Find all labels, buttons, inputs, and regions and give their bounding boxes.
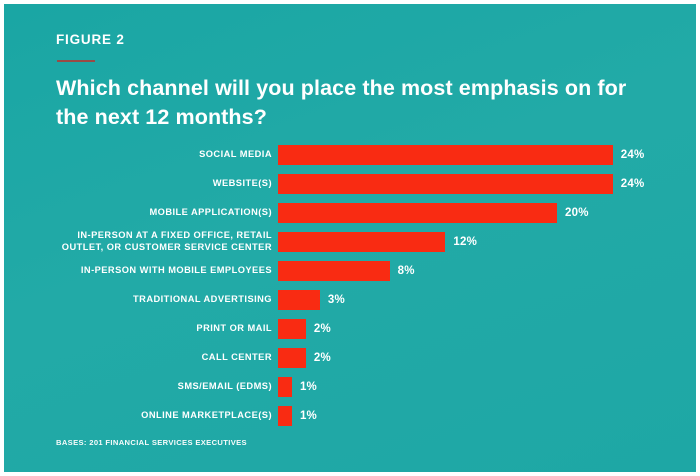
bar bbox=[278, 289, 320, 310]
bar-category-label: ONLINE MARKETPLACE(S) bbox=[141, 409, 272, 420]
bar bbox=[278, 405, 292, 426]
bar-track: 3% bbox=[278, 285, 696, 314]
bar-track: 2% bbox=[278, 343, 696, 372]
figure-rule-divider bbox=[57, 60, 95, 62]
bar-value-label: 24% bbox=[620, 148, 645, 161]
bar bbox=[278, 173, 613, 194]
bar-category-label: TRADITIONAL ADVERTISING bbox=[133, 293, 272, 304]
bar-category-label: SMS/EMAIL (EDMS) bbox=[177, 380, 272, 391]
bar bbox=[278, 202, 557, 223]
bar bbox=[278, 231, 446, 252]
chart-row: WEBSITE(S) 24% bbox=[4, 169, 696, 198]
bar-value-label: 24% bbox=[620, 177, 645, 190]
chart-row: SMS/EMAIL (EDMS) 1% bbox=[4, 372, 696, 401]
chart-row: MOBILE APPLICATION(S) 20% bbox=[4, 198, 696, 227]
chart-row: CALL CENTER 2% bbox=[4, 343, 696, 372]
bar-category-label: WEBSITE(S) bbox=[212, 177, 272, 188]
chart-row: TRADITIONAL ADVERTISING 3% bbox=[4, 285, 696, 314]
bar bbox=[278, 260, 390, 281]
bar-value-label: 2% bbox=[313, 322, 331, 335]
bar-track: 1% bbox=[278, 372, 696, 401]
bar-category-label: IN-PERSON WITH MOBILE EMPLOYEES bbox=[80, 264, 272, 275]
bar bbox=[278, 376, 292, 397]
chart-canvas: FIGURE 2 Which channel will you place th… bbox=[4, 4, 696, 472]
bar bbox=[278, 144, 613, 165]
chart-row: SOCIAL MEDIA 24% bbox=[4, 140, 696, 169]
bar-value-label: 3% bbox=[327, 293, 345, 306]
chart-row: IN-PERSON WITH MOBILE EMPLOYEES 8% bbox=[4, 256, 696, 285]
chart-source-note: BASES: 201 FINANCIAL SERVICES EXECUTIVES bbox=[56, 438, 247, 447]
bar-track: 2% bbox=[278, 314, 696, 343]
chart-row: ONLINE MARKETPLACE(S) 1% bbox=[4, 401, 696, 430]
bar-value-label: 20% bbox=[565, 206, 589, 219]
bar bbox=[278, 347, 306, 368]
bar-category-label: PRINT OR MAIL bbox=[196, 322, 272, 333]
chart-row: IN-PERSON AT A FIXED OFFICE, RETAIL OUTLE… bbox=[4, 227, 696, 256]
bar-chart-plot: SOCIAL MEDIA 24% WEBSITE(S) 24% MOBILE APPLI… bbox=[4, 140, 696, 430]
bar-value-label: 8% bbox=[397, 264, 415, 277]
bar bbox=[278, 318, 306, 339]
bar-value-label: 2% bbox=[313, 351, 331, 364]
chart-row: PRINT OR MAIL 2% bbox=[4, 314, 696, 343]
bar-category-label: CALL CENTER bbox=[201, 351, 272, 362]
bar-value-label: 1% bbox=[299, 380, 317, 393]
bar-track: 24% bbox=[278, 169, 696, 198]
chart-title: Which channel will you place the most em… bbox=[56, 76, 627, 129]
bar-category-label: MOBILE APPLICATION(S) bbox=[149, 206, 272, 217]
bar-track: 12% bbox=[278, 227, 696, 256]
bar-track: 24% bbox=[278, 140, 696, 169]
bar-track: 8% bbox=[278, 256, 696, 285]
bar-category-label: IN-PERSON AT A FIXED OFFICE, RETAIL OUTLE… bbox=[61, 229, 272, 252]
bar-track: 20% bbox=[278, 198, 696, 227]
bar-category-label: SOCIAL MEDIA bbox=[199, 148, 272, 159]
bar-track: 1% bbox=[278, 401, 696, 430]
bar-value-label: 1% bbox=[299, 409, 317, 422]
figure-label: FIGURE 2 bbox=[56, 32, 125, 47]
bar-value-label: 12% bbox=[453, 235, 478, 248]
